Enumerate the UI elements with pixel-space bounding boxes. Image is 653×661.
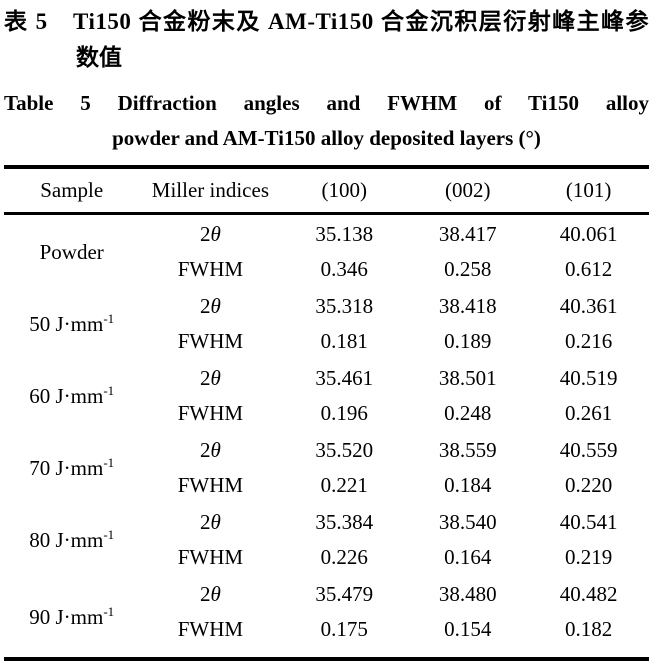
table-caption-chinese: 表 5 Ti150 合金粉末及 AM-Ti150 合金沉积层衍射峰主峰参 数值 bbox=[4, 4, 649, 75]
cell-value: 40.519 bbox=[559, 365, 618, 390]
sample-cell-powder: Powder bbox=[4, 213, 139, 287]
cell-value: 35.461 bbox=[315, 365, 374, 390]
cell-value: 0.258 bbox=[444, 256, 492, 281]
cell-value: 0.189 bbox=[444, 328, 492, 353]
table-row: FWHM 0.175 0.154 0.182 bbox=[4, 612, 649, 659]
row-label-2theta: 2θ bbox=[199, 509, 221, 534]
table-row: 80 J·mm-1 2θ 35.384 38.540 40.541 bbox=[4, 503, 649, 552]
row-label-fwhm: FWHM bbox=[177, 256, 244, 281]
table-row: 50 J·mm-1 2θ 35.318 38.418 40.361 bbox=[4, 287, 649, 336]
cell-value: 0.164 bbox=[444, 544, 492, 569]
cell-value: 38.559 bbox=[438, 437, 497, 462]
sample-cell-80: 80 J·mm-1 bbox=[4, 503, 139, 575]
cell-value: 0.196 bbox=[320, 400, 368, 425]
cell-value: 0.261 bbox=[565, 400, 613, 425]
diffraction-table: Sample Miller indices (100) (002) (101) … bbox=[4, 165, 649, 661]
cell-value: 0.216 bbox=[565, 328, 613, 353]
sample-label: 70 J·mm bbox=[29, 455, 104, 480]
cell-value: 0.184 bbox=[444, 472, 492, 497]
table-caption-english: Table 5 Diffraction angles and FWHM of T… bbox=[4, 87, 649, 154]
row-label-fwhm: FWHM bbox=[177, 328, 244, 353]
cell-value: 40.482 bbox=[559, 581, 618, 606]
sample-label: 90 J·mm bbox=[29, 604, 104, 629]
cell-value: 0.175 bbox=[320, 616, 368, 641]
cell-value: 40.559 bbox=[559, 437, 618, 462]
col-header-miller-indices: Miller indices bbox=[151, 177, 269, 202]
row-label-fwhm: FWHM bbox=[177, 544, 244, 569]
cell-value: 35.138 bbox=[315, 221, 374, 246]
col-header-002: (002) bbox=[444, 177, 491, 202]
sample-exponent: -1 bbox=[103, 526, 115, 542]
sample-exponent: -1 bbox=[103, 382, 115, 398]
row-label-2theta: 2θ bbox=[199, 293, 221, 318]
cell-value: 0.220 bbox=[565, 472, 613, 497]
col-header-100: (100) bbox=[321, 177, 367, 202]
cell-value: 40.541 bbox=[559, 509, 618, 534]
cell-value: 0.154 bbox=[444, 616, 492, 641]
sample-label: 80 J·mm bbox=[29, 527, 104, 552]
col-header-101: (101) bbox=[565, 177, 612, 202]
cell-value: 38.480 bbox=[438, 581, 497, 606]
row-label-fwhm: FWHM bbox=[177, 472, 244, 497]
cell-value: 0.182 bbox=[565, 616, 613, 641]
cell-value: 0.221 bbox=[320, 472, 368, 497]
row-label-2theta: 2θ bbox=[199, 581, 221, 606]
table-row: FWHM 0.196 0.248 0.261 bbox=[4, 396, 649, 431]
cell-value: 38.540 bbox=[438, 509, 497, 534]
table-row: FWHM 0.226 0.164 0.219 bbox=[4, 540, 649, 575]
cell-value: 38.417 bbox=[438, 221, 497, 246]
row-label-2theta: 2θ bbox=[199, 221, 221, 246]
table-row: 90 J·mm-1 2θ 35.479 38.480 40.482 bbox=[4, 575, 649, 629]
sample-exponent: -1 bbox=[103, 603, 115, 619]
caption-zh-line2: 数值 bbox=[76, 45, 122, 70]
table-row: FWHM 0.181 0.189 0.216 bbox=[4, 324, 649, 359]
table-row: FWHM 0.221 0.184 0.220 bbox=[4, 468, 649, 503]
sample-exponent: -1 bbox=[103, 310, 115, 326]
row-label-fwhm: FWHM bbox=[177, 616, 244, 641]
cell-value: 0.346 bbox=[320, 256, 368, 281]
cell-value: 38.501 bbox=[438, 365, 497, 390]
sample-cell-90: 90 J·mm-1 bbox=[4, 575, 139, 659]
table-row: FWHM 0.346 0.258 0.612 bbox=[4, 252, 649, 287]
sample-cell-60: 60 J·mm-1 bbox=[4, 359, 139, 431]
header-row: Sample Miller indices (100) (002) (101) bbox=[4, 167, 649, 213]
caption-zh-line1: 表 5 Ti150 合金粉末及 AM-Ti150 合金沉积层衍射峰主峰参 bbox=[4, 9, 649, 34]
sample-label: 50 J·mm bbox=[29, 311, 104, 336]
row-label-2theta: 2θ bbox=[199, 437, 221, 462]
table-row: 60 J·mm-1 2θ 35.461 38.501 40.519 bbox=[4, 359, 649, 408]
cell-value: 0.226 bbox=[320, 544, 368, 569]
cell-value: 35.520 bbox=[315, 437, 374, 462]
row-label-2theta: 2θ bbox=[199, 365, 221, 390]
caption-en-line1: Table 5 Diffraction angles and FWHM of T… bbox=[4, 91, 649, 115]
cell-value: 0.248 bbox=[444, 400, 492, 425]
cell-value: 38.418 bbox=[438, 293, 497, 318]
sample-exponent: -1 bbox=[103, 454, 115, 470]
cell-value: 35.318 bbox=[315, 293, 374, 318]
sample-label: Powder bbox=[39, 239, 104, 264]
cell-value: 40.061 bbox=[559, 221, 618, 246]
table-row: 70 J·mm-1 2θ 35.520 38.559 40.559 bbox=[4, 431, 649, 480]
table-row: Powder 2θ 35.138 38.417 40.061 bbox=[4, 213, 649, 264]
cell-value: 0.219 bbox=[565, 544, 613, 569]
cell-value: 35.479 bbox=[315, 581, 374, 606]
caption-en-line2: powder and AM-Ti150 alloy deposited laye… bbox=[112, 126, 541, 150]
cell-value: 0.181 bbox=[320, 328, 368, 353]
cell-value: 0.612 bbox=[565, 256, 613, 281]
sample-label: 60 J·mm bbox=[29, 383, 104, 408]
sample-cell-70: 70 J·mm-1 bbox=[4, 431, 139, 503]
col-header-sample: Sample bbox=[40, 177, 104, 202]
sample-cell-50: 50 J·mm-1 bbox=[4, 287, 139, 359]
cell-value: 40.361 bbox=[559, 293, 618, 318]
row-label-fwhm: FWHM bbox=[177, 400, 244, 425]
cell-value: 35.384 bbox=[315, 509, 374, 534]
